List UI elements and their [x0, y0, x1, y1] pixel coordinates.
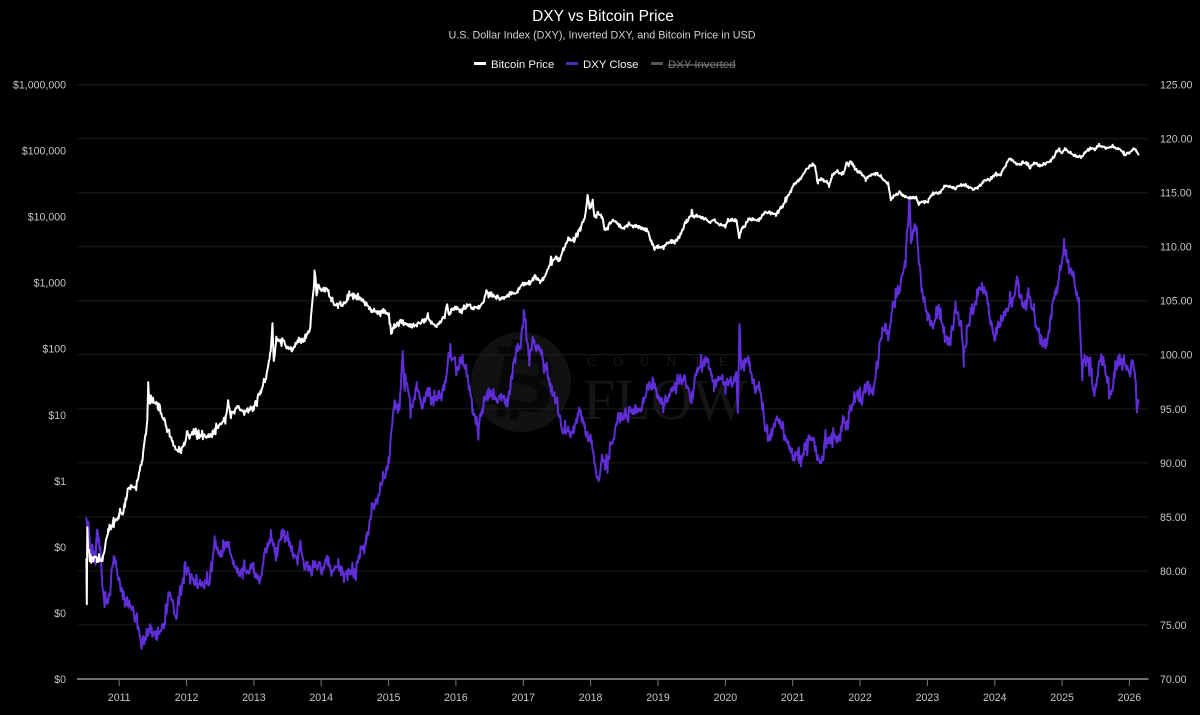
svg-text:$0: $0 — [54, 608, 66, 620]
svg-text:2022: 2022 — [848, 692, 872, 704]
svg-text:Bitcoin Price: Bitcoin Price — [491, 59, 554, 71]
svg-text:DXY Close: DXY Close — [583, 59, 639, 71]
svg-text:2025: 2025 — [1050, 692, 1074, 704]
svg-text:70.00: 70.00 — [1160, 674, 1187, 686]
svg-text:2026: 2026 — [1118, 692, 1142, 704]
svg-text:$100,000: $100,000 — [22, 146, 66, 158]
svg-text:2023: 2023 — [916, 692, 940, 704]
svg-text:115.00: 115.00 — [1160, 188, 1192, 200]
svg-text:2013: 2013 — [242, 692, 266, 704]
svg-text:100.00: 100.00 — [1160, 350, 1193, 362]
svg-text:2011: 2011 — [108, 692, 131, 704]
svg-text:2012: 2012 — [175, 692, 199, 704]
svg-text:2024: 2024 — [983, 692, 1007, 704]
svg-text:2019: 2019 — [646, 692, 670, 704]
svg-text:$10: $10 — [48, 410, 66, 422]
svg-text:$0: $0 — [54, 674, 66, 686]
svg-text:2021: 2021 — [781, 692, 805, 704]
svg-text:120.00: 120.00 — [1160, 134, 1193, 146]
svg-text:$1,000: $1,000 — [34, 278, 67, 290]
svg-text:COUNTER: COUNTER — [587, 354, 770, 369]
svg-text:$1,000,000: $1,000,000 — [13, 80, 66, 92]
svg-text:80.00: 80.00 — [1160, 566, 1187, 578]
svg-text:2015: 2015 — [377, 692, 401, 704]
svg-text:110.00: 110.00 — [1160, 242, 1192, 254]
svg-text:2014: 2014 — [309, 692, 333, 704]
svg-text:125.00: 125.00 — [1160, 80, 1193, 92]
svg-text:95.00: 95.00 — [1160, 404, 1187, 416]
svg-text:2018: 2018 — [579, 692, 603, 704]
svg-text:105.00: 105.00 — [1160, 296, 1193, 308]
svg-text:U.S. Dollar Index (DXY), Inver: U.S. Dollar Index (DXY), Inverted DXY, a… — [448, 30, 755, 42]
svg-text:DXY Inverted: DXY Inverted — [668, 59, 736, 71]
svg-text:2020: 2020 — [714, 692, 738, 704]
svg-text:DXY vs Bitcoin Price: DXY vs Bitcoin Price — [532, 8, 674, 25]
svg-text:85.00: 85.00 — [1160, 512, 1187, 524]
svg-text:$100: $100 — [42, 344, 66, 356]
svg-text:75.00: 75.00 — [1160, 620, 1187, 632]
svg-text:$1: $1 — [54, 476, 66, 488]
svg-text:2016: 2016 — [444, 692, 468, 704]
svg-text:90.00: 90.00 — [1160, 458, 1187, 470]
svg-text:$10,000: $10,000 — [28, 212, 66, 224]
svg-text:$0: $0 — [54, 542, 66, 554]
svg-text:2017: 2017 — [512, 692, 536, 704]
